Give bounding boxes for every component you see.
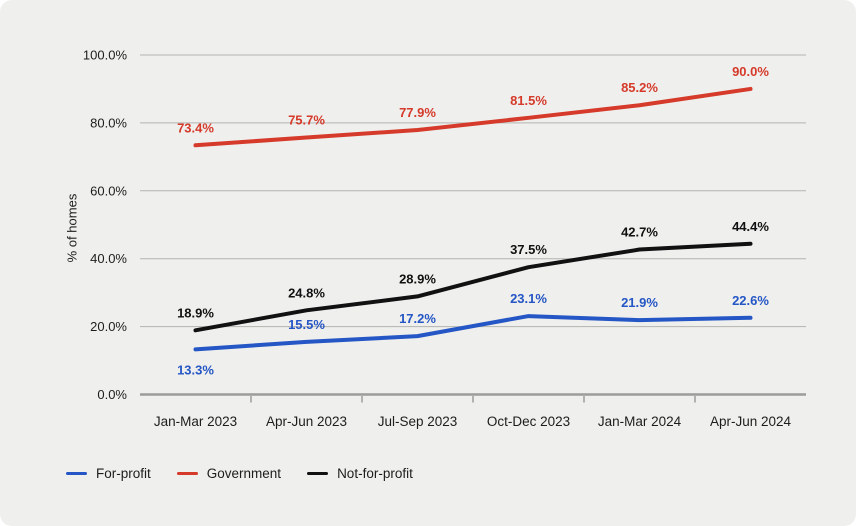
legend-item-for-profit: For-profit — [66, 466, 151, 481]
legend-swatch-for-profit-icon — [66, 471, 87, 476]
data-label: 73.4% — [177, 120, 214, 135]
legend-swatch-not-for-profit-icon — [307, 471, 329, 476]
legend-item-not-for-profit: Not-for-profit — [307, 466, 413, 481]
x-category-label: Apr-Jun 2023 — [266, 414, 347, 429]
data-label: 22.6% — [732, 293, 769, 308]
y-tick-label: 100.0% — [83, 48, 128, 63]
x-category-label: Jul-Sep 2023 — [378, 414, 458, 429]
data-label: 17.2% — [399, 311, 436, 326]
data-label: 81.5% — [510, 93, 547, 108]
data-label: 13.3% — [177, 362, 214, 377]
legend-item-government: Government — [176, 466, 282, 481]
data-label: 37.5% — [510, 242, 547, 257]
data-label: 44.4% — [732, 219, 769, 234]
data-label: 18.9% — [177, 305, 214, 320]
legend-label-for-profit: For-profit — [96, 466, 151, 481]
data-label: 24.8% — [288, 285, 325, 300]
data-label: 75.7% — [288, 112, 325, 127]
legend-label-not-for-profit: Not-for-profit — [337, 466, 413, 481]
data-label: 77.9% — [399, 105, 436, 120]
data-label: 21.9% — [621, 295, 658, 310]
y-tick-label: 40.0% — [90, 251, 127, 266]
y-tick-label: 60.0% — [90, 183, 127, 198]
legend-label-government: Government — [206, 466, 282, 481]
data-label: 23.1% — [510, 291, 547, 306]
data-label: 15.5% — [288, 317, 325, 332]
series-line-not-for-profit — [193, 241, 753, 333]
data-label: 90.0% — [732, 64, 769, 79]
y-tick-label: 20.0% — [90, 319, 127, 334]
y-tick-label: 80.0% — [90, 115, 127, 130]
y-axis-title: % of homes — [64, 193, 80, 263]
x-category-label: Apr-Jun 2024 — [710, 414, 792, 429]
data-label: 85.2% — [621, 80, 658, 95]
series-line-for-profit — [193, 314, 753, 352]
x-category-label: Jan-Mar 2023 — [154, 414, 237, 429]
data-label: 28.9% — [399, 271, 436, 286]
y-tick-label: 0.0% — [97, 387, 127, 402]
chart-legend: For-profit Government Not-for-profit — [66, 466, 413, 481]
legend-swatch-government-icon — [176, 471, 198, 476]
data-label: 42.7% — [621, 225, 658, 240]
x-category-label: Jan-Mar 2024 — [598, 414, 682, 429]
x-category-label: Oct-Dec 2023 — [487, 414, 570, 429]
series-line-government — [193, 86, 753, 148]
